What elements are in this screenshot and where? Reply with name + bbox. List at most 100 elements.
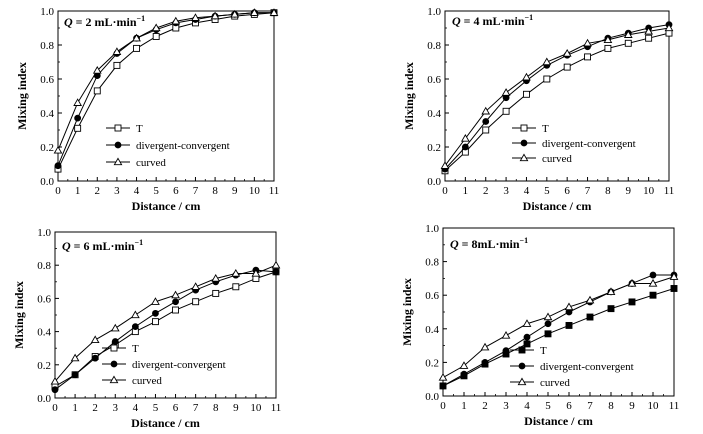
x-axis-label: Distance / cm [523, 199, 592, 213]
data-point [171, 16, 181, 25]
legend-label: T [542, 123, 549, 135]
data-point [649, 271, 657, 279]
legend-marker [109, 375, 119, 384]
data-point [91, 354, 99, 362]
data-point [232, 283, 240, 291]
x-tick-label: 8 [605, 185, 611, 197]
data-point [461, 143, 469, 151]
data-point [501, 88, 511, 96]
y-tick-label: 0.2 [427, 142, 441, 154]
legend-item: T [510, 345, 547, 357]
data-point [502, 107, 510, 115]
x-tick-label: 11 [664, 185, 675, 197]
legend-marker [520, 139, 528, 147]
data-point [543, 75, 551, 83]
data-point [152, 309, 159, 317]
y-tick-label: 0.2 [425, 357, 439, 369]
legend-marker [113, 157, 123, 166]
data-point [439, 382, 447, 390]
legend-label: curved [132, 375, 162, 387]
x-tick-label: 2 [95, 185, 101, 197]
y-tick-label: 0.4 [40, 108, 54, 120]
data-point [628, 298, 636, 306]
data-point [523, 333, 531, 341]
data-point [191, 13, 200, 21]
series-divergent-convergent [441, 21, 673, 173]
x-tick-label: 2 [482, 400, 488, 412]
x-tick-label: 1 [72, 402, 78, 414]
data-point [664, 23, 674, 32]
data-point [544, 330, 552, 338]
data-point [50, 376, 60, 385]
x-tick-label: 1 [75, 185, 81, 197]
x-tick-label: 7 [585, 185, 591, 197]
x-tick-label: 0 [55, 185, 61, 197]
data-point [172, 306, 179, 314]
y-tick-label: 1.0 [40, 6, 54, 18]
data-point [603, 35, 613, 44]
data-point [74, 124, 82, 132]
data-point [623, 30, 633, 38]
data-point [648, 278, 658, 287]
legend-label: T [540, 345, 547, 357]
series-line [57, 12, 274, 151]
plot-frame [57, 10, 275, 182]
x-tick-label: 6 [173, 402, 179, 414]
data-point [73, 98, 83, 106]
data-point [152, 33, 160, 40]
data-point [645, 34, 653, 42]
y-tick-label: 0.8 [427, 40, 441, 52]
data-point [522, 319, 532, 327]
x-tick-label: 7 [587, 400, 593, 412]
y-axis-label: Mixing index [402, 62, 416, 130]
legend-item: curved [102, 375, 162, 387]
x-tick-label: 3 [503, 400, 509, 412]
y-tick-label: 0.6 [427, 74, 441, 86]
data-point [565, 321, 573, 329]
data-point [460, 133, 470, 142]
x-tick-label: 0 [440, 400, 446, 412]
flow-rate-annotation: Q = 6 mL·min−1 [62, 238, 143, 253]
data-point [210, 11, 220, 20]
x-tick-label: 10 [249, 185, 261, 197]
x-axis-label: Distance / cm [132, 199, 201, 213]
data-point [249, 8, 259, 16]
y-axis-label: Mixing index [12, 281, 26, 349]
y-tick-label: 0.2 [40, 142, 54, 154]
x-axis-label: Distance / cm [131, 416, 200, 430]
x-tick-label: 10 [648, 400, 660, 412]
data-point [74, 114, 82, 122]
legend-item: divergent-convergent [102, 359, 226, 371]
data-point [211, 273, 221, 282]
chart-panel-4: 0 1 2 3 4 5 6 7 8 9 10 11 0.0 0.2 0.4 0.6 0.8 1.0 Distance… [400, 223, 679, 428]
data-point [502, 347, 510, 355]
y-tick-label: 1.0 [427, 6, 441, 18]
data-point [272, 268, 280, 276]
data-point [523, 90, 530, 98]
x-tick-label: 4 [524, 185, 530, 197]
data-point [251, 268, 261, 277]
legend-item: divergent-convergent [106, 140, 230, 152]
legend-label: divergent-convergent [542, 138, 636, 150]
data-point [191, 282, 201, 290]
data-point [627, 278, 637, 287]
data-point [131, 323, 139, 331]
legend-item: curved [512, 153, 572, 165]
x-tick-label: 9 [233, 402, 239, 414]
x-tick-label: 10 [250, 402, 262, 414]
data-point [481, 106, 491, 115]
data-point [151, 297, 160, 305]
data-point [481, 358, 489, 366]
series-T [439, 285, 678, 390]
y-tick-label: 0.6 [425, 290, 439, 302]
x-tick-label: 8 [212, 185, 218, 197]
data-point [54, 162, 62, 170]
series-line [54, 269, 277, 391]
data-point [152, 318, 159, 326]
flow-rate-annotation: Q = 8mL·min−1 [450, 236, 528, 251]
series-divergent-convergent [51, 266, 280, 394]
data-point [644, 26, 654, 35]
data-point [501, 331, 511, 339]
